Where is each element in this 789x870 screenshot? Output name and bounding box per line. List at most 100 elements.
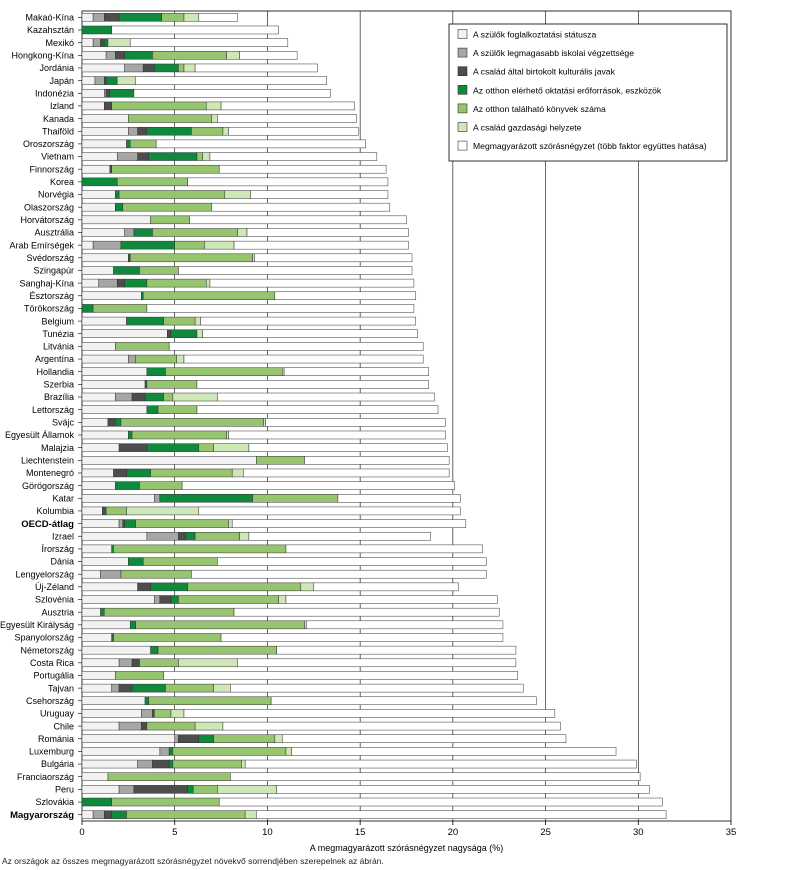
category-label: Kolumbia — [36, 506, 74, 516]
bar-segment — [118, 443, 148, 452]
bar-segment — [152, 759, 170, 769]
category-label: Szerbia — [43, 380, 74, 390]
bar-segment — [204, 240, 235, 250]
bar-segment — [81, 228, 125, 237]
bar-segment — [154, 709, 172, 718]
bar-segment — [81, 772, 109, 781]
bar-segment — [146, 721, 196, 731]
bar-segment — [283, 367, 430, 376]
bar-segment — [181, 481, 455, 490]
category-label: Hollandia — [36, 367, 74, 377]
category-label: Csehország — [26, 696, 74, 706]
bar-segment — [131, 658, 140, 668]
bar-segment — [198, 506, 461, 516]
bar-segment — [81, 494, 155, 503]
bar-segment — [141, 709, 153, 718]
bar-segment — [116, 278, 125, 288]
bar-segment — [92, 810, 105, 819]
bar-segment — [209, 152, 378, 161]
legend-label: A család gazdasági helyzete — [473, 123, 582, 133]
bar-segment — [172, 759, 242, 769]
bar-segment — [81, 785, 120, 794]
bar-segment — [239, 51, 298, 60]
bar-segment — [220, 633, 504, 642]
bar-segment — [124, 228, 135, 237]
bar-segment — [209, 278, 415, 288]
bar-segment — [244, 759, 637, 769]
bar-segment — [81, 418, 109, 427]
bar-segment — [313, 582, 459, 592]
legend-swatch — [457, 140, 468, 151]
bar-segment — [115, 342, 170, 351]
bar-segment — [122, 202, 213, 212]
bar-segment — [198, 13, 239, 22]
bar-segment — [81, 38, 94, 47]
bar-segment — [81, 13, 94, 22]
bar-segment — [200, 316, 417, 326]
bar-segment — [172, 747, 287, 756]
bar-segment — [239, 531, 250, 541]
bar-segment — [131, 683, 166, 693]
category-label: Ausztria — [41, 607, 74, 617]
bar-segment — [152, 51, 227, 60]
bar-segment — [81, 253, 129, 263]
bar-segment — [139, 481, 183, 490]
category-label: Chile — [53, 721, 74, 731]
bar-segment — [98, 278, 118, 288]
bar-segment — [126, 316, 164, 326]
bar-segment — [107, 38, 131, 47]
bar-segment — [144, 696, 150, 706]
bar-segment — [81, 215, 151, 225]
bar-segment — [100, 607, 105, 617]
bar-segment — [144, 392, 164, 402]
bar-segment — [228, 126, 359, 136]
bar-segment — [120, 418, 264, 427]
bar-segment — [168, 759, 174, 769]
bar-segment — [81, 519, 120, 528]
bar-segment — [81, 544, 112, 554]
bar-segment — [139, 266, 179, 275]
bar-segment — [170, 329, 198, 338]
category-label: Kazahsztán — [27, 25, 74, 35]
bar-segment — [92, 240, 122, 250]
bar-segment — [213, 734, 276, 743]
bar-segment — [137, 582, 151, 592]
bar-segment — [285, 544, 483, 554]
bar-segment — [111, 633, 114, 642]
bar-segment — [129, 253, 253, 263]
bar-segment — [81, 177, 118, 187]
bar-segment — [159, 595, 172, 604]
category-label: Kanada — [43, 114, 74, 124]
bar-segment — [115, 202, 124, 212]
bar-segment — [81, 25, 112, 35]
legend-swatch — [457, 85, 468, 95]
bar-segment — [81, 696, 146, 706]
bar-segment — [135, 76, 328, 85]
bar-segment — [222, 721, 561, 731]
category-label: Egyesült Államok — [5, 430, 75, 440]
bar-segment — [81, 139, 127, 149]
bar-segment — [81, 63, 125, 73]
bar-segment — [128, 430, 133, 440]
bar-segment — [102, 506, 107, 516]
x-tick-label: 35 — [726, 827, 737, 838]
bar-segment — [178, 595, 279, 604]
category-label: Montenegró — [26, 468, 74, 478]
bar-segment — [81, 380, 146, 389]
category-label: Németország — [20, 645, 74, 655]
bar-segment — [81, 202, 116, 212]
bar-segment — [115, 190, 120, 199]
bar-segment — [222, 126, 229, 136]
bar-segment — [265, 418, 446, 427]
bar-segment — [198, 443, 214, 452]
bar-segment — [224, 190, 251, 199]
bar-segment — [304, 456, 450, 465]
bar-segment — [274, 291, 417, 301]
category-label: Tajvan — [48, 683, 74, 693]
bar-segment — [126, 139, 131, 149]
bar-segment — [159, 494, 253, 503]
bar-segment — [231, 519, 467, 528]
bar-segment — [183, 63, 196, 73]
bar-segment — [116, 76, 137, 85]
